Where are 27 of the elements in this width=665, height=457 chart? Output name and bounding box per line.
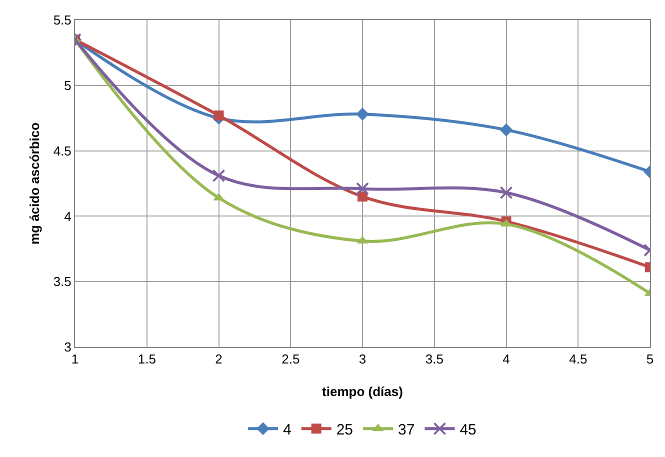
legend-label: 37 — [398, 422, 415, 438]
y-axis-title: mg ácido ascórbico — [27, 122, 42, 245]
point — [212, 169, 226, 182]
x-tick-label: 2.5 — [282, 352, 300, 367]
y-tick-label: 4 — [64, 208, 72, 224]
legend-label: 4 — [283, 422, 292, 438]
x-tick-label: 2 — [215, 352, 222, 367]
y-tick-label: 5.5 — [53, 12, 72, 28]
y-tick-label: 3 — [64, 340, 72, 355]
point — [356, 108, 369, 121]
legend-label: 25 — [336, 422, 354, 438]
x-tick-label: 5 — [646, 352, 654, 367]
x-tick-label: 3.5 — [425, 352, 444, 367]
point — [500, 186, 513, 200]
x-tick-label: 3 — [358, 352, 366, 367]
y-tick-label: 5 — [64, 78, 72, 93]
x-tick-label: 1.5 — [138, 352, 156, 367]
point — [356, 182, 369, 196]
x-tick-label: 1 — [71, 352, 79, 367]
point — [500, 123, 513, 136]
point — [214, 110, 224, 120]
legend-label: 45 — [460, 422, 476, 438]
x-tick-label: 4 — [502, 352, 510, 367]
x-tick-label: 4.5 — [569, 352, 588, 367]
y-tick-label: 4.5 — [53, 143, 72, 158]
x-axis-title: tiempo (días) — [322, 384, 403, 399]
y-tick-label: 3.5 — [53, 274, 72, 290]
